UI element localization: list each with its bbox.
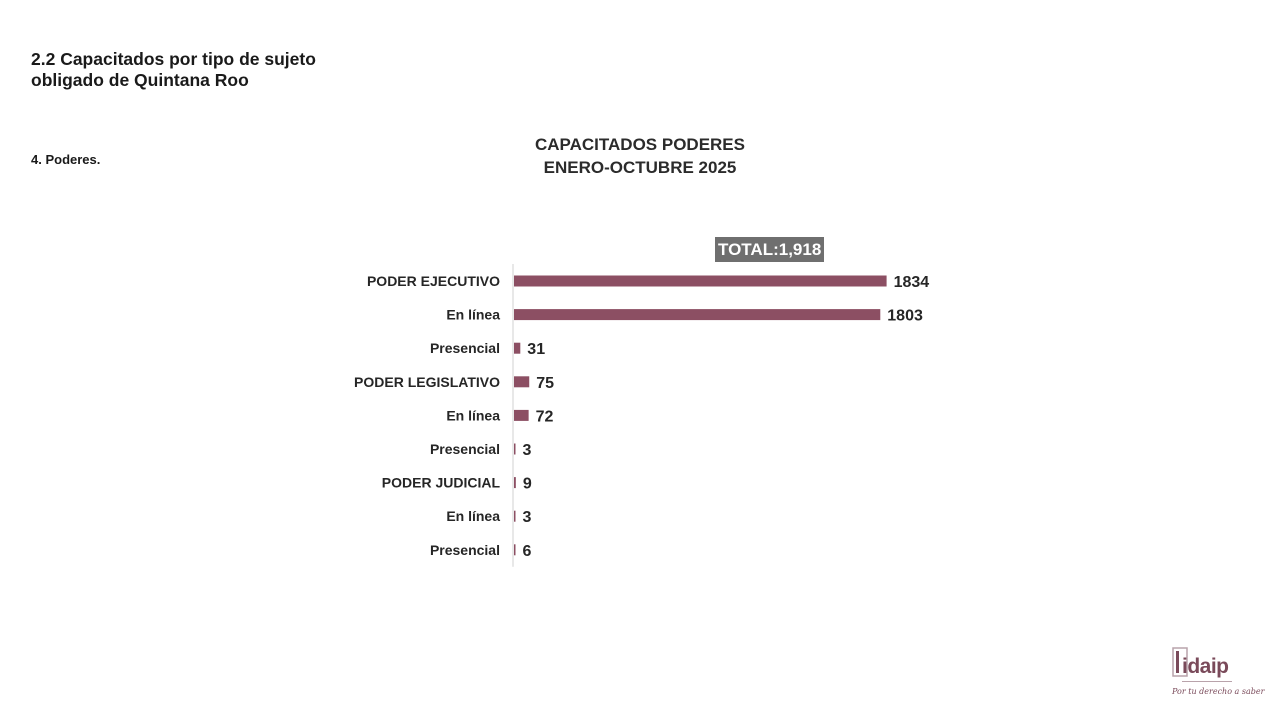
bar xyxy=(514,309,881,321)
category-label: Presencial xyxy=(430,542,500,558)
logo-divider xyxy=(1182,681,1232,682)
category-label: PODER JUDICIAL xyxy=(382,475,501,491)
logo-mark-icon xyxy=(1172,647,1188,677)
data-label: 31 xyxy=(527,341,545,358)
category-label: En línea xyxy=(446,307,500,323)
data-label: 75 xyxy=(536,375,554,392)
data-label: 1803 xyxy=(887,308,923,325)
subsection-label: 4. Poderes. xyxy=(31,152,101,167)
category-label: En línea xyxy=(446,508,500,524)
bar xyxy=(514,443,516,455)
chart-title-line-2: ENERO-OCTUBRE 2025 xyxy=(543,158,737,177)
data-label: 1834 xyxy=(894,274,930,291)
chart-title-line-1: CAPACITADOS PODERES xyxy=(534,135,745,154)
category-label: Presencial xyxy=(430,441,500,457)
total-badge: TOTAL:1,918 xyxy=(715,237,825,262)
bar xyxy=(514,409,529,421)
data-label: 6 xyxy=(523,543,532,560)
category-label: PODER EJECUTIVO xyxy=(367,273,500,289)
logo-slogan: Por tu derecho a saber xyxy=(1172,687,1265,696)
logo-wordmark: idaip xyxy=(1182,655,1229,678)
category-label: En línea xyxy=(446,407,500,423)
chart-title: CAPACITADOS PODERES ENERO-OCTUBRE 2025 xyxy=(440,133,840,179)
bar xyxy=(514,477,516,489)
category-label: Presencial xyxy=(430,340,500,356)
bar xyxy=(514,342,521,354)
data-label: 3 xyxy=(523,509,532,526)
idaip-logo: idaip Por tu derecho a saber xyxy=(1170,645,1264,703)
bar xyxy=(514,544,516,556)
category-label: PODER LEGISLATIVO xyxy=(354,374,500,390)
data-label: 3 xyxy=(523,442,532,459)
data-label: 72 xyxy=(536,408,554,425)
section-title: 2.2 Capacitados por tipo de sujeto oblig… xyxy=(31,49,316,90)
data-label: 9 xyxy=(523,476,532,493)
bar xyxy=(514,376,530,388)
bar xyxy=(514,275,887,287)
bar xyxy=(514,510,516,522)
